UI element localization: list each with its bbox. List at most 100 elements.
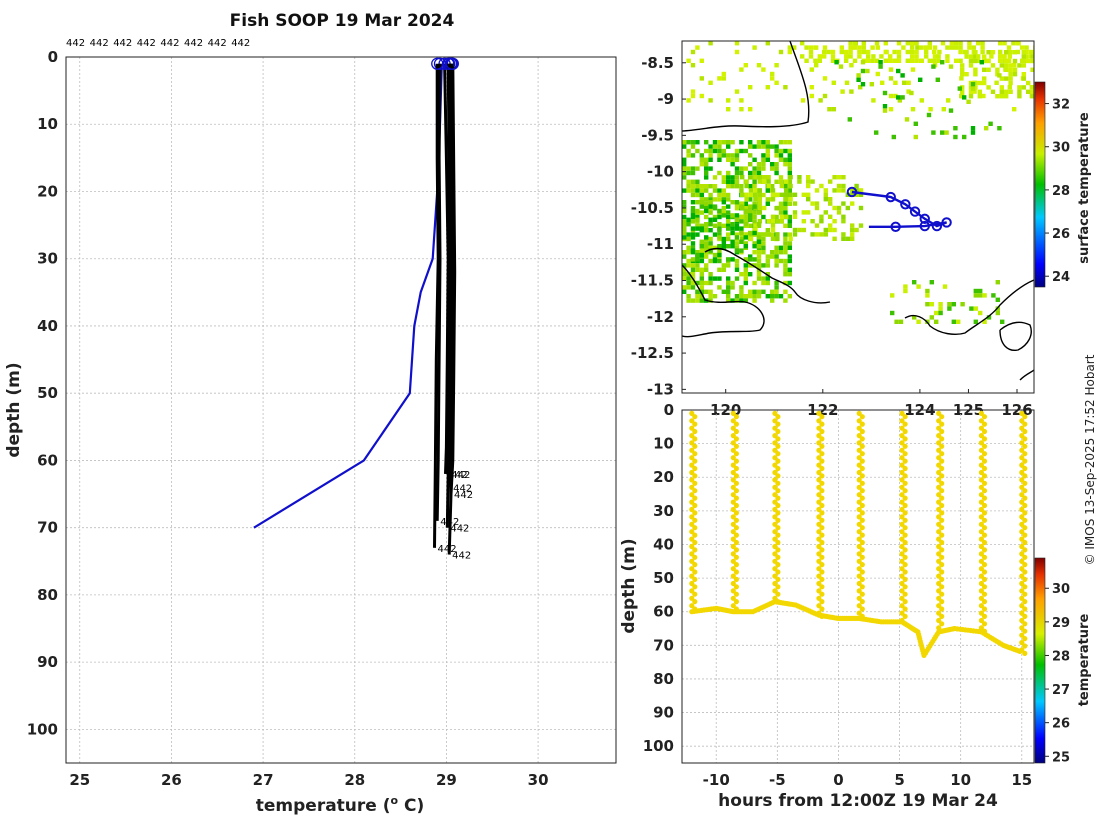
section-point (936, 521, 942, 527)
section-point (899, 580, 905, 587)
sst-cell (753, 223, 758, 228)
sst-cell (730, 222, 735, 227)
sst-cell (690, 179, 696, 184)
section-point (816, 484, 822, 490)
sst-cell (783, 232, 788, 237)
section-point (730, 477, 736, 483)
sst-cell (739, 248, 744, 253)
sst-cell (699, 276, 704, 281)
sst-cell (982, 58, 987, 64)
section-point (936, 603, 942, 609)
sst-cell (866, 58, 871, 63)
sst-cell (734, 148, 740, 154)
section-point (1022, 414, 1028, 420)
sst-cell (822, 45, 828, 50)
sst-cell (879, 54, 884, 59)
section-point (775, 488, 781, 494)
section-point (733, 428, 740, 435)
sst-cell (914, 54, 919, 59)
section-point (939, 458, 945, 464)
sst-cell (972, 89, 977, 94)
sst-cell (730, 162, 735, 167)
section-point (733, 562, 740, 568)
sst-cell (861, 49, 866, 55)
sst-cell (1017, 85, 1022, 90)
section-point (936, 558, 942, 564)
sst-cell (682, 175, 687, 180)
map-y-tick: -10.5 (631, 199, 674, 217)
sst-cell (748, 192, 754, 197)
section-point (1022, 458, 1028, 464)
sst-cell (980, 49, 985, 55)
section-x-tick: -5 (769, 771, 786, 789)
profile-top-label: 442 (231, 38, 250, 49)
sst-cell (897, 98, 902, 103)
section-point (899, 499, 905, 505)
sst-cell (690, 89, 696, 94)
sst-cell (721, 200, 726, 205)
sst-cell (699, 244, 704, 249)
sst-cell (704, 140, 709, 145)
section-point (689, 603, 695, 609)
sst-cell (748, 85, 753, 90)
section-point (819, 532, 825, 538)
profile-title: Fish SOOP 19 Mar 2024 (230, 11, 455, 31)
sst-cell (717, 192, 722, 198)
section-point (816, 558, 822, 564)
profile-x-tick: 30 (528, 771, 549, 789)
section-point (816, 506, 822, 513)
sst-cell (960, 63, 965, 68)
sst-cell (704, 214, 709, 220)
section-point (775, 576, 781, 583)
map-colorbar-tick: 30 (1052, 141, 1070, 156)
sst-cell (730, 280, 735, 286)
sst-cell (910, 41, 915, 46)
section-point (819, 458, 825, 464)
sst-cell (998, 54, 1003, 59)
sst-cell (682, 226, 687, 231)
sst-cell (973, 85, 978, 90)
section-point (1022, 584, 1028, 590)
sst-cell (841, 214, 846, 219)
sst-cell (783, 241, 788, 246)
section-point (730, 447, 736, 453)
sst-cell (841, 236, 846, 241)
sst-cell (1017, 89, 1022, 94)
section-colorbar-tick: 27 (1052, 683, 1070, 698)
section-point (730, 543, 736, 550)
profile-y-tick: 60 (37, 451, 58, 469)
section-point (816, 433, 822, 439)
section-point (981, 510, 988, 516)
sst-cell (845, 205, 850, 211)
sst-cell (914, 49, 919, 55)
section-point (819, 480, 825, 486)
sst-cell (743, 214, 748, 220)
section-point (816, 440, 822, 446)
section-point (902, 488, 908, 494)
sst-cell (770, 294, 775, 299)
sst-cell (978, 293, 983, 298)
sst-cell (721, 223, 726, 228)
sst-cell (734, 157, 740, 162)
section-y-tick: 90 (653, 704, 674, 722)
sst-cell (792, 232, 798, 237)
sst-cell (699, 188, 704, 193)
sst-cell (739, 166, 744, 171)
sst-cell (858, 85, 863, 90)
section-point (859, 606, 865, 612)
section-point (692, 576, 698, 583)
sst-cell (699, 285, 704, 290)
sst-cell (765, 272, 770, 277)
section-point (939, 621, 945, 627)
section-point (1022, 591, 1028, 597)
sst-cell (748, 175, 753, 180)
sst-cell (682, 144, 687, 149)
sst-cell (1002, 41, 1007, 46)
sst-cell (744, 197, 749, 202)
sst-cell (1004, 50, 1009, 55)
section-point (775, 443, 781, 449)
sst-cell (717, 148, 722, 154)
